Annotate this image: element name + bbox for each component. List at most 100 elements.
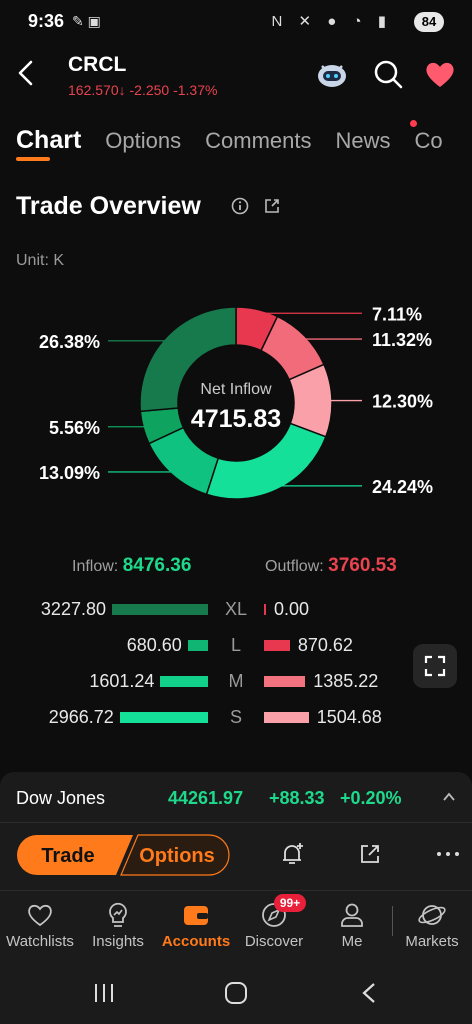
slice-label: 26.38%: [39, 332, 100, 352]
order-size-label: L: [230, 635, 241, 655]
person-icon: [341, 903, 363, 927]
slice-label: 12.30%: [372, 392, 433, 412]
nav-separator: [392, 906, 393, 936]
nav-accounts-label: Accounts: [161, 933, 231, 950]
discover-badge: 99+: [274, 894, 306, 912]
nav-watchlists[interactable]: Watchlists: [0, 900, 80, 962]
inflow-value: 3227.80: [40, 599, 106, 619]
alert-bell-icon[interactable]: [278, 840, 306, 868]
price-change-pct: -1.37%: [173, 82, 218, 98]
trade-button[interactable]: [17, 835, 133, 875]
nav-me[interactable]: Me: [312, 900, 392, 962]
nav-markets-label: Markets: [405, 933, 459, 950]
section-title: Trade Overview: [16, 192, 201, 220]
donut-slice[interactable]: [205, 422, 327, 500]
order-size-label: M: [228, 671, 244, 691]
nav-me-label: Me: [341, 933, 363, 950]
trade-options-buttons: Trade Options: [17, 834, 230, 876]
news-unread-dot: [410, 120, 417, 127]
notification-icons: ✎ ▣: [72, 13, 101, 29]
heart-icon: [28, 904, 52, 927]
donut-center-value: 4715.83: [191, 405, 281, 433]
index-ticker-bar[interactable]: Dow Jones 44261.97 +88.33 +0.20%: [16, 786, 456, 812]
options-button[interactable]: [120, 834, 230, 876]
tab-chart[interactable]: Chart: [16, 126, 82, 161]
status-bar: 9:36 ✎ ▣ N ✕ ● ◔ ▮ 84: [0, 0, 472, 44]
favorite-heart-icon[interactable]: [422, 56, 458, 92]
tab-comments[interactable]: Comments: [205, 128, 312, 153]
inflow-value: 1601.24: [89, 671, 155, 691]
index-name: Dow Jones: [16, 788, 106, 808]
ticker-symbol: CRCL: [68, 53, 127, 76]
nav-watchlists-label: Watchlists: [6, 933, 74, 950]
tab-news[interactable]: News: [335, 128, 391, 153]
recent-apps-icon[interactable]: [95, 984, 113, 1002]
tab-more[interactable]: Co: [414, 128, 443, 153]
outflow-bar: [264, 676, 306, 687]
index-change-pct: +0.20%: [340, 788, 402, 808]
inflow-bar: [112, 604, 208, 615]
order-size-label: XL: [224, 599, 248, 619]
nav-insights-label: Insights: [92, 933, 144, 950]
share-out-icon[interactable]: [356, 840, 384, 868]
donut-center-label: Net Inflow: [200, 381, 272, 398]
wallet-icon: [184, 906, 208, 925]
outflow-value: 1385.22: [313, 671, 379, 691]
nav-insights[interactable]: Insights: [78, 900, 158, 962]
inflow-value: 680.60: [126, 635, 182, 655]
inflow-bar: [160, 676, 208, 687]
inflow-summary: Inflow: 8476.36: [72, 555, 191, 577]
more-icon[interactable]: [434, 840, 462, 868]
quote-line: 162.570↓ -2.250 -1.37%: [68, 82, 217, 98]
tab-options[interactable]: Options: [105, 128, 182, 153]
index-value: 44261.97: [168, 788, 244, 808]
outflow-value: 0.00: [274, 599, 310, 619]
inflow-bar: [119, 712, 208, 723]
slice-label: 11.32%: [372, 330, 432, 350]
flow-row-s: 2966.72 S 1504.68: [0, 703, 472, 733]
nav-markets[interactable]: Markets: [392, 900, 472, 962]
outflow-value: 3760.53: [328, 555, 397, 576]
nav-divider: [0, 890, 472, 891]
outflow-value: 1504.68: [316, 707, 382, 727]
active-tab-underline: [16, 157, 50, 161]
robot-assistant-icon[interactable]: [314, 56, 350, 92]
chevron-up-icon[interactable]: [442, 790, 456, 804]
inflow-value: 2966.72: [48, 707, 114, 727]
inflow-value: 8476.36: [122, 555, 192, 576]
system-icons: N ✕ ● ◔ ▮: [271, 13, 392, 30]
share-icon[interactable]: [262, 196, 282, 216]
search-icon[interactable]: [370, 56, 406, 92]
nav-accounts[interactable]: Accounts: [156, 900, 236, 962]
fullscreen-expand-icon[interactable]: [413, 644, 457, 688]
last-price: 162.570: [68, 82, 119, 98]
down-arrow-icon: ↓: [118, 82, 126, 98]
unit-label: Unit: K: [16, 252, 65, 269]
system-back-icon[interactable]: [362, 983, 375, 1003]
slice-label: 24.24%: [372, 477, 433, 497]
inflow-bar: [187, 640, 208, 651]
price-change: -2.250: [129, 82, 170, 98]
outflow-value: 870.62: [297, 635, 353, 655]
slice-label: 7.11%: [372, 304, 422, 324]
info-icon[interactable]: [230, 196, 250, 216]
inflow-label: Inflow:: [72, 558, 119, 575]
back-icon[interactable]: [14, 58, 38, 88]
planet-icon: [418, 905, 446, 925]
slice-label: 13.09%: [39, 463, 100, 483]
outflow-bar: [264, 712, 309, 723]
outflow-bar: [264, 604, 266, 615]
options-button-label: Options: [139, 845, 215, 867]
flow-row-xl: 3227.80 XL 0.00: [0, 595, 472, 625]
outflow-summary: Outflow: 3760.53: [265, 555, 397, 577]
battery-indicator: 84: [414, 12, 444, 32]
donut-slice[interactable]: [139, 306, 237, 413]
index-change: +88.33: [269, 788, 325, 808]
flow-row-m: 1601.24 M 1385.22: [0, 667, 472, 697]
nav-discover-label: Discover: [244, 933, 304, 950]
net-inflow-donut-chart: 7.11% 11.32% 12.30% 24.24% 13.09% 5.56% 26.38%…: [39, 304, 433, 500]
status-time: 9:36: [28, 11, 65, 31]
home-icon[interactable]: [225, 982, 247, 1004]
outflow-bar: [264, 640, 290, 651]
tab-chart-label: Chart: [16, 126, 82, 154]
